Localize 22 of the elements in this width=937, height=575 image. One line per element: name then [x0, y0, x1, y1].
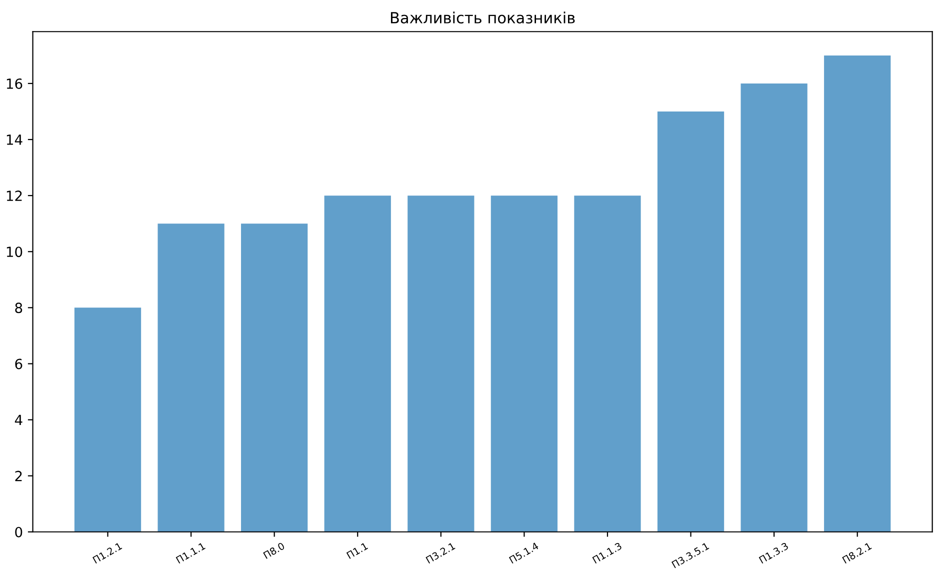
y-tick-label: 8 — [15, 302, 22, 314]
bar — [824, 55, 891, 532]
chart-title: Важливість показників — [390, 12, 575, 24]
y-tick-label: 0 — [15, 526, 22, 538]
bar — [158, 224, 224, 532]
y-tick-label: 6 — [15, 358, 22, 370]
y-tick-label: 14 — [6, 134, 22, 145]
bar — [324, 196, 391, 532]
y-tick-label: 12 — [6, 190, 22, 201]
x-tick-label: П1.1 — [346, 542, 368, 559]
bar — [657, 111, 724, 532]
y-tick-label: 10 — [6, 246, 22, 258]
bar — [241, 224, 308, 532]
bar — [574, 196, 641, 532]
bar — [408, 196, 474, 532]
y-tick-label: 16 — [6, 78, 22, 89]
x-tick-label: П8.0 — [263, 542, 286, 560]
bar — [490, 196, 558, 532]
y-tick-label: 2 — [15, 470, 22, 482]
bar — [740, 83, 808, 532]
bar — [74, 308, 142, 532]
y-tick-label: 4 — [14, 414, 22, 426]
